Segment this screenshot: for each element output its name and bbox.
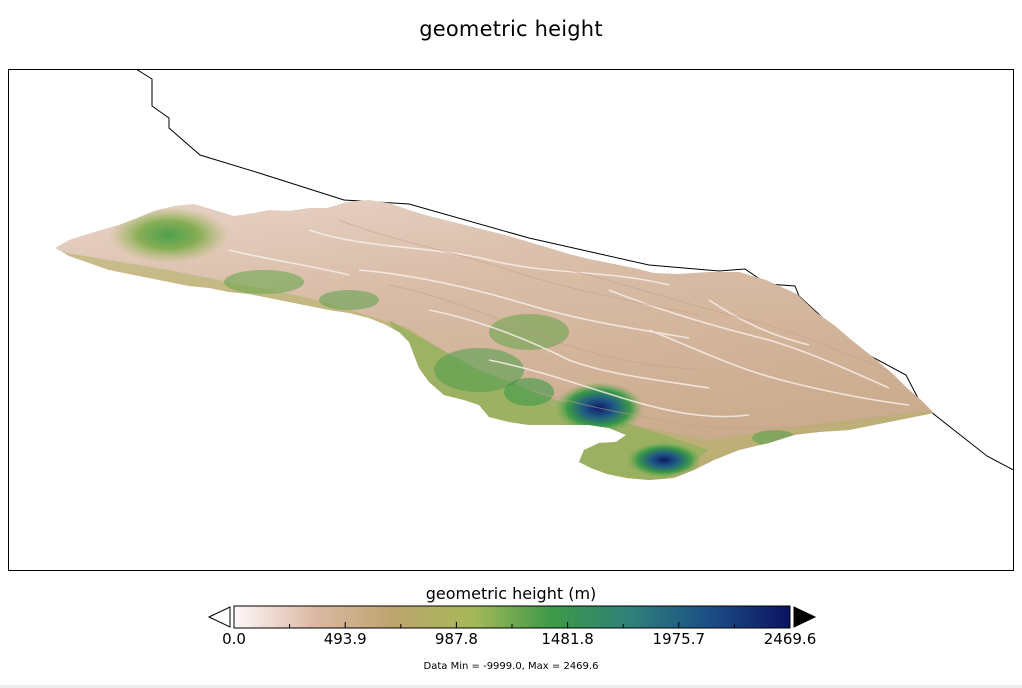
map-panel: [8, 69, 1014, 571]
terrain-surface: [55, 200, 934, 480]
colorbar-tick-label: 2469.6: [763, 630, 817, 648]
colorbar-tick-label: 493.9: [323, 630, 367, 648]
colorbar-tick-label: 1481.8: [541, 630, 594, 648]
colorbar: [207, 605, 817, 629]
colorbar-tick-label: 987.8: [434, 630, 478, 648]
coastline-boundary: [136, 70, 1013, 471]
colorbar-tick-label: 0.0: [222, 630, 246, 648]
bottom-divider: [0, 685, 1022, 688]
data-range-note: Data Min = -9999.0, Max = 2469.6: [423, 661, 599, 672]
colorbar-tick-label: 1975.7: [652, 630, 706, 648]
colorbar-extend-max: [793, 606, 817, 628]
colorbar-extend-min: [207, 606, 231, 628]
colorbar-title: geometric height (m): [425, 584, 597, 603]
map-title: geometric height: [419, 17, 603, 41]
terrain-map: [55, 70, 1013, 480]
colorbar-ticks: [233, 622, 791, 628]
